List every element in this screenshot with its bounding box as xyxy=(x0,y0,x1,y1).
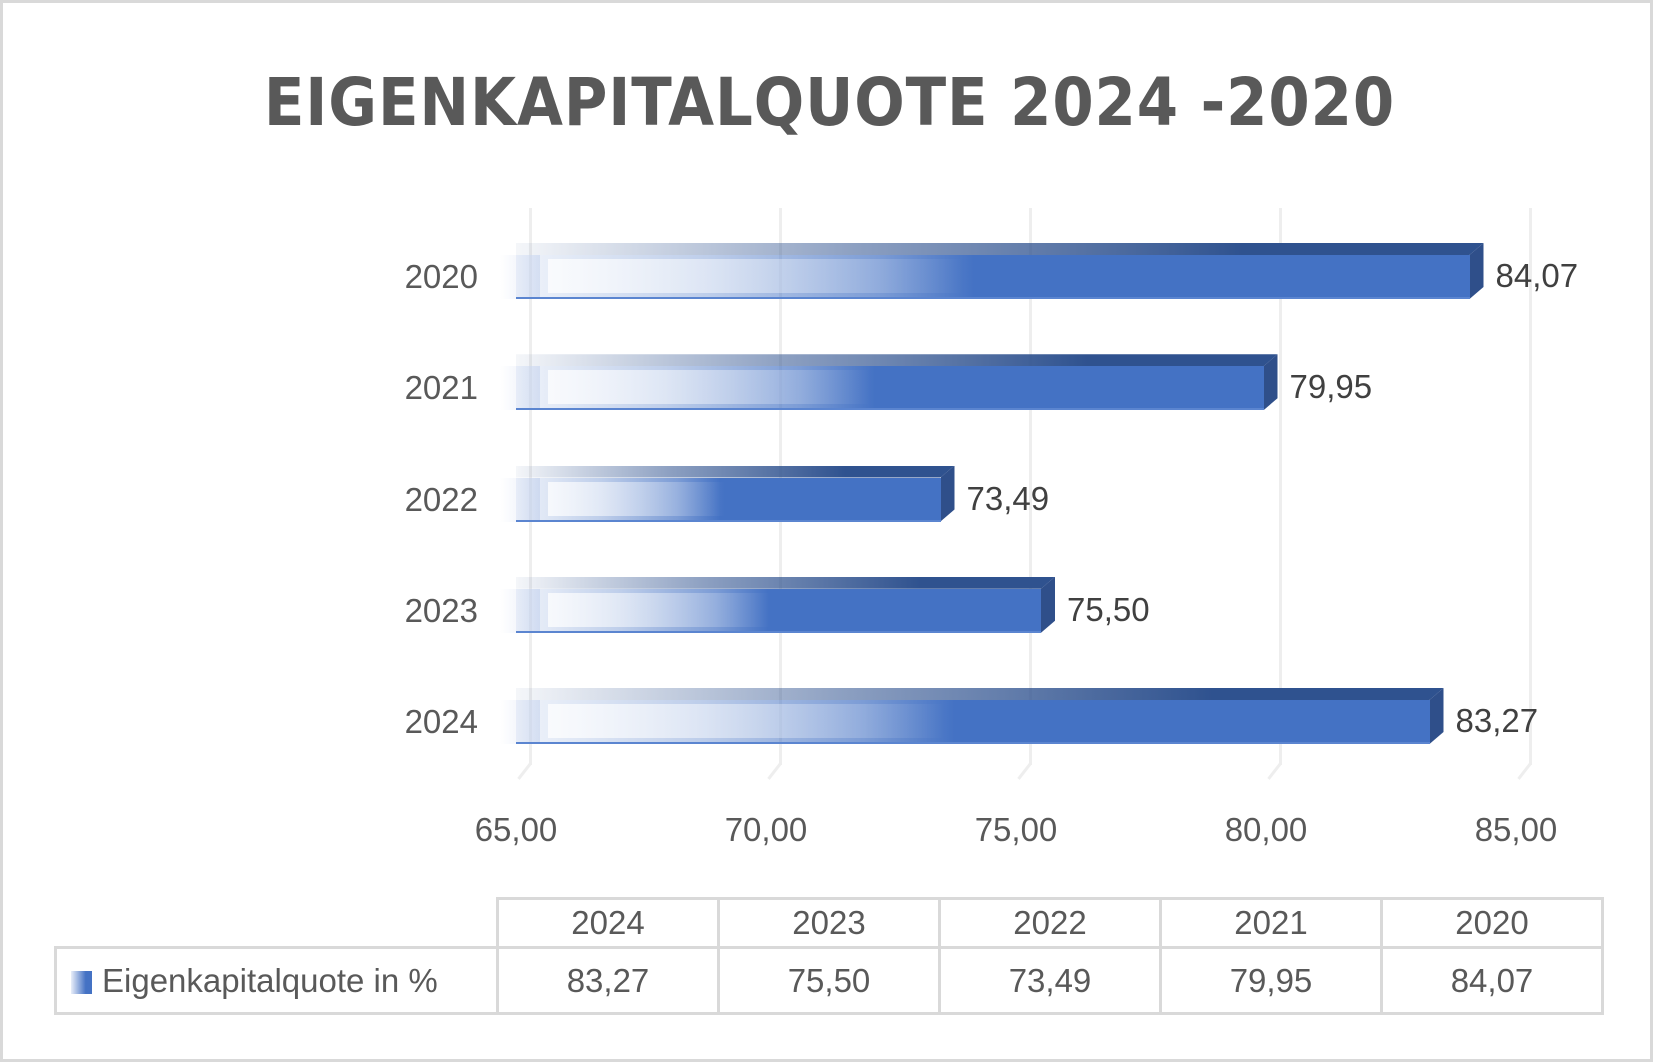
data-table-header: 2020 xyxy=(1380,897,1604,949)
chart-title: EIGENKAPITALQUOTE 2024 -2020 xyxy=(263,64,1396,141)
gridline xyxy=(1029,208,1032,765)
y-axis-category-label: 2020 xyxy=(404,258,478,295)
bar-highlight xyxy=(548,704,1430,738)
bar-front-face xyxy=(516,255,1470,299)
legend-label: Eigenkapitalquote in % xyxy=(102,961,438,999)
data-table-cell: 84,07 xyxy=(1380,946,1604,1015)
y-axis-category-label: 2024 xyxy=(404,703,478,740)
data-label: 73,49 xyxy=(966,479,1050,517)
x-axis-tick-label: 70,00 xyxy=(724,811,808,848)
y-axis-category-label: 2021 xyxy=(404,369,478,407)
bar-top-face xyxy=(516,466,955,478)
gridline xyxy=(1529,208,1532,765)
data-label: 75,50 xyxy=(1067,590,1150,628)
bar-front-face xyxy=(516,366,1264,411)
bar-side-face xyxy=(940,465,955,522)
gridline-floor xyxy=(517,763,532,780)
x-axis-tick-label: 65,00 xyxy=(474,811,558,848)
bar-side-face xyxy=(1469,243,1484,299)
bar-top-face xyxy=(516,354,1278,366)
bar-side-face xyxy=(1041,576,1055,633)
gridline-floor xyxy=(1517,763,1532,780)
data-table-cell: 79,95 xyxy=(1159,946,1383,1015)
y-axis-category-label: 2023 xyxy=(404,591,478,629)
bar-highlight xyxy=(548,259,1470,293)
legend-entry: Eigenkapitalquote in % xyxy=(54,946,499,1015)
bar-highlight xyxy=(548,481,941,516)
data-label: 83,27 xyxy=(1455,702,1539,739)
bar-highlight xyxy=(548,592,1041,627)
legend-key-icon xyxy=(71,970,92,994)
bar-highlight xyxy=(548,370,1264,405)
bar-front-face xyxy=(516,588,1041,633)
data-table-cell: 73,49 xyxy=(938,946,1162,1015)
bar-top-face xyxy=(516,688,1444,700)
bar-2021[interactable] xyxy=(500,354,1278,411)
x-axis-tick-label: 80,00 xyxy=(1224,811,1308,848)
x-axis-tick-label: 75,00 xyxy=(974,811,1058,848)
gridline-floor xyxy=(767,763,782,780)
data-table-header: 2022 xyxy=(938,897,1162,949)
gridline xyxy=(1279,208,1282,765)
bar-2024[interactable] xyxy=(500,688,1444,744)
data-table-header: 2021 xyxy=(1159,897,1383,949)
data-table-header: 2024 xyxy=(496,897,720,949)
data-table: 2024 2023 2022 2021 2020 Eigenkapitalquo… xyxy=(54,897,1604,1015)
data-table-cell: 75,50 xyxy=(717,946,941,1015)
bar-2023[interactable] xyxy=(500,576,1055,633)
data-table-cell: 83,27 xyxy=(496,946,720,1015)
bar-front-face xyxy=(516,700,1430,744)
gridline-floor xyxy=(1267,763,1282,780)
data-table-row: Eigenkapitalquote in % 83,27 75,50 73,49… xyxy=(54,946,1604,1015)
data-label: 84,07 xyxy=(1495,257,1579,294)
data-table-header: 2023 xyxy=(717,897,941,949)
data-table-corner xyxy=(55,898,499,949)
bar-top-face xyxy=(516,243,1484,255)
bar-front-face xyxy=(516,477,941,522)
bar-2022[interactable] xyxy=(500,465,955,522)
bar-side-face xyxy=(1429,688,1444,744)
bar-2020[interactable] xyxy=(500,243,1484,299)
data-table-header-row: 2024 2023 2022 2021 2020 xyxy=(55,897,1604,949)
data-label: 79,95 xyxy=(1289,368,1373,406)
y-axis-category-label: 2022 xyxy=(404,480,478,518)
x-axis-tick-label: 85,00 xyxy=(1474,811,1558,848)
bar-top-face xyxy=(516,577,1055,589)
gridline-floor xyxy=(1017,763,1032,780)
bar-side-face xyxy=(1263,354,1278,411)
